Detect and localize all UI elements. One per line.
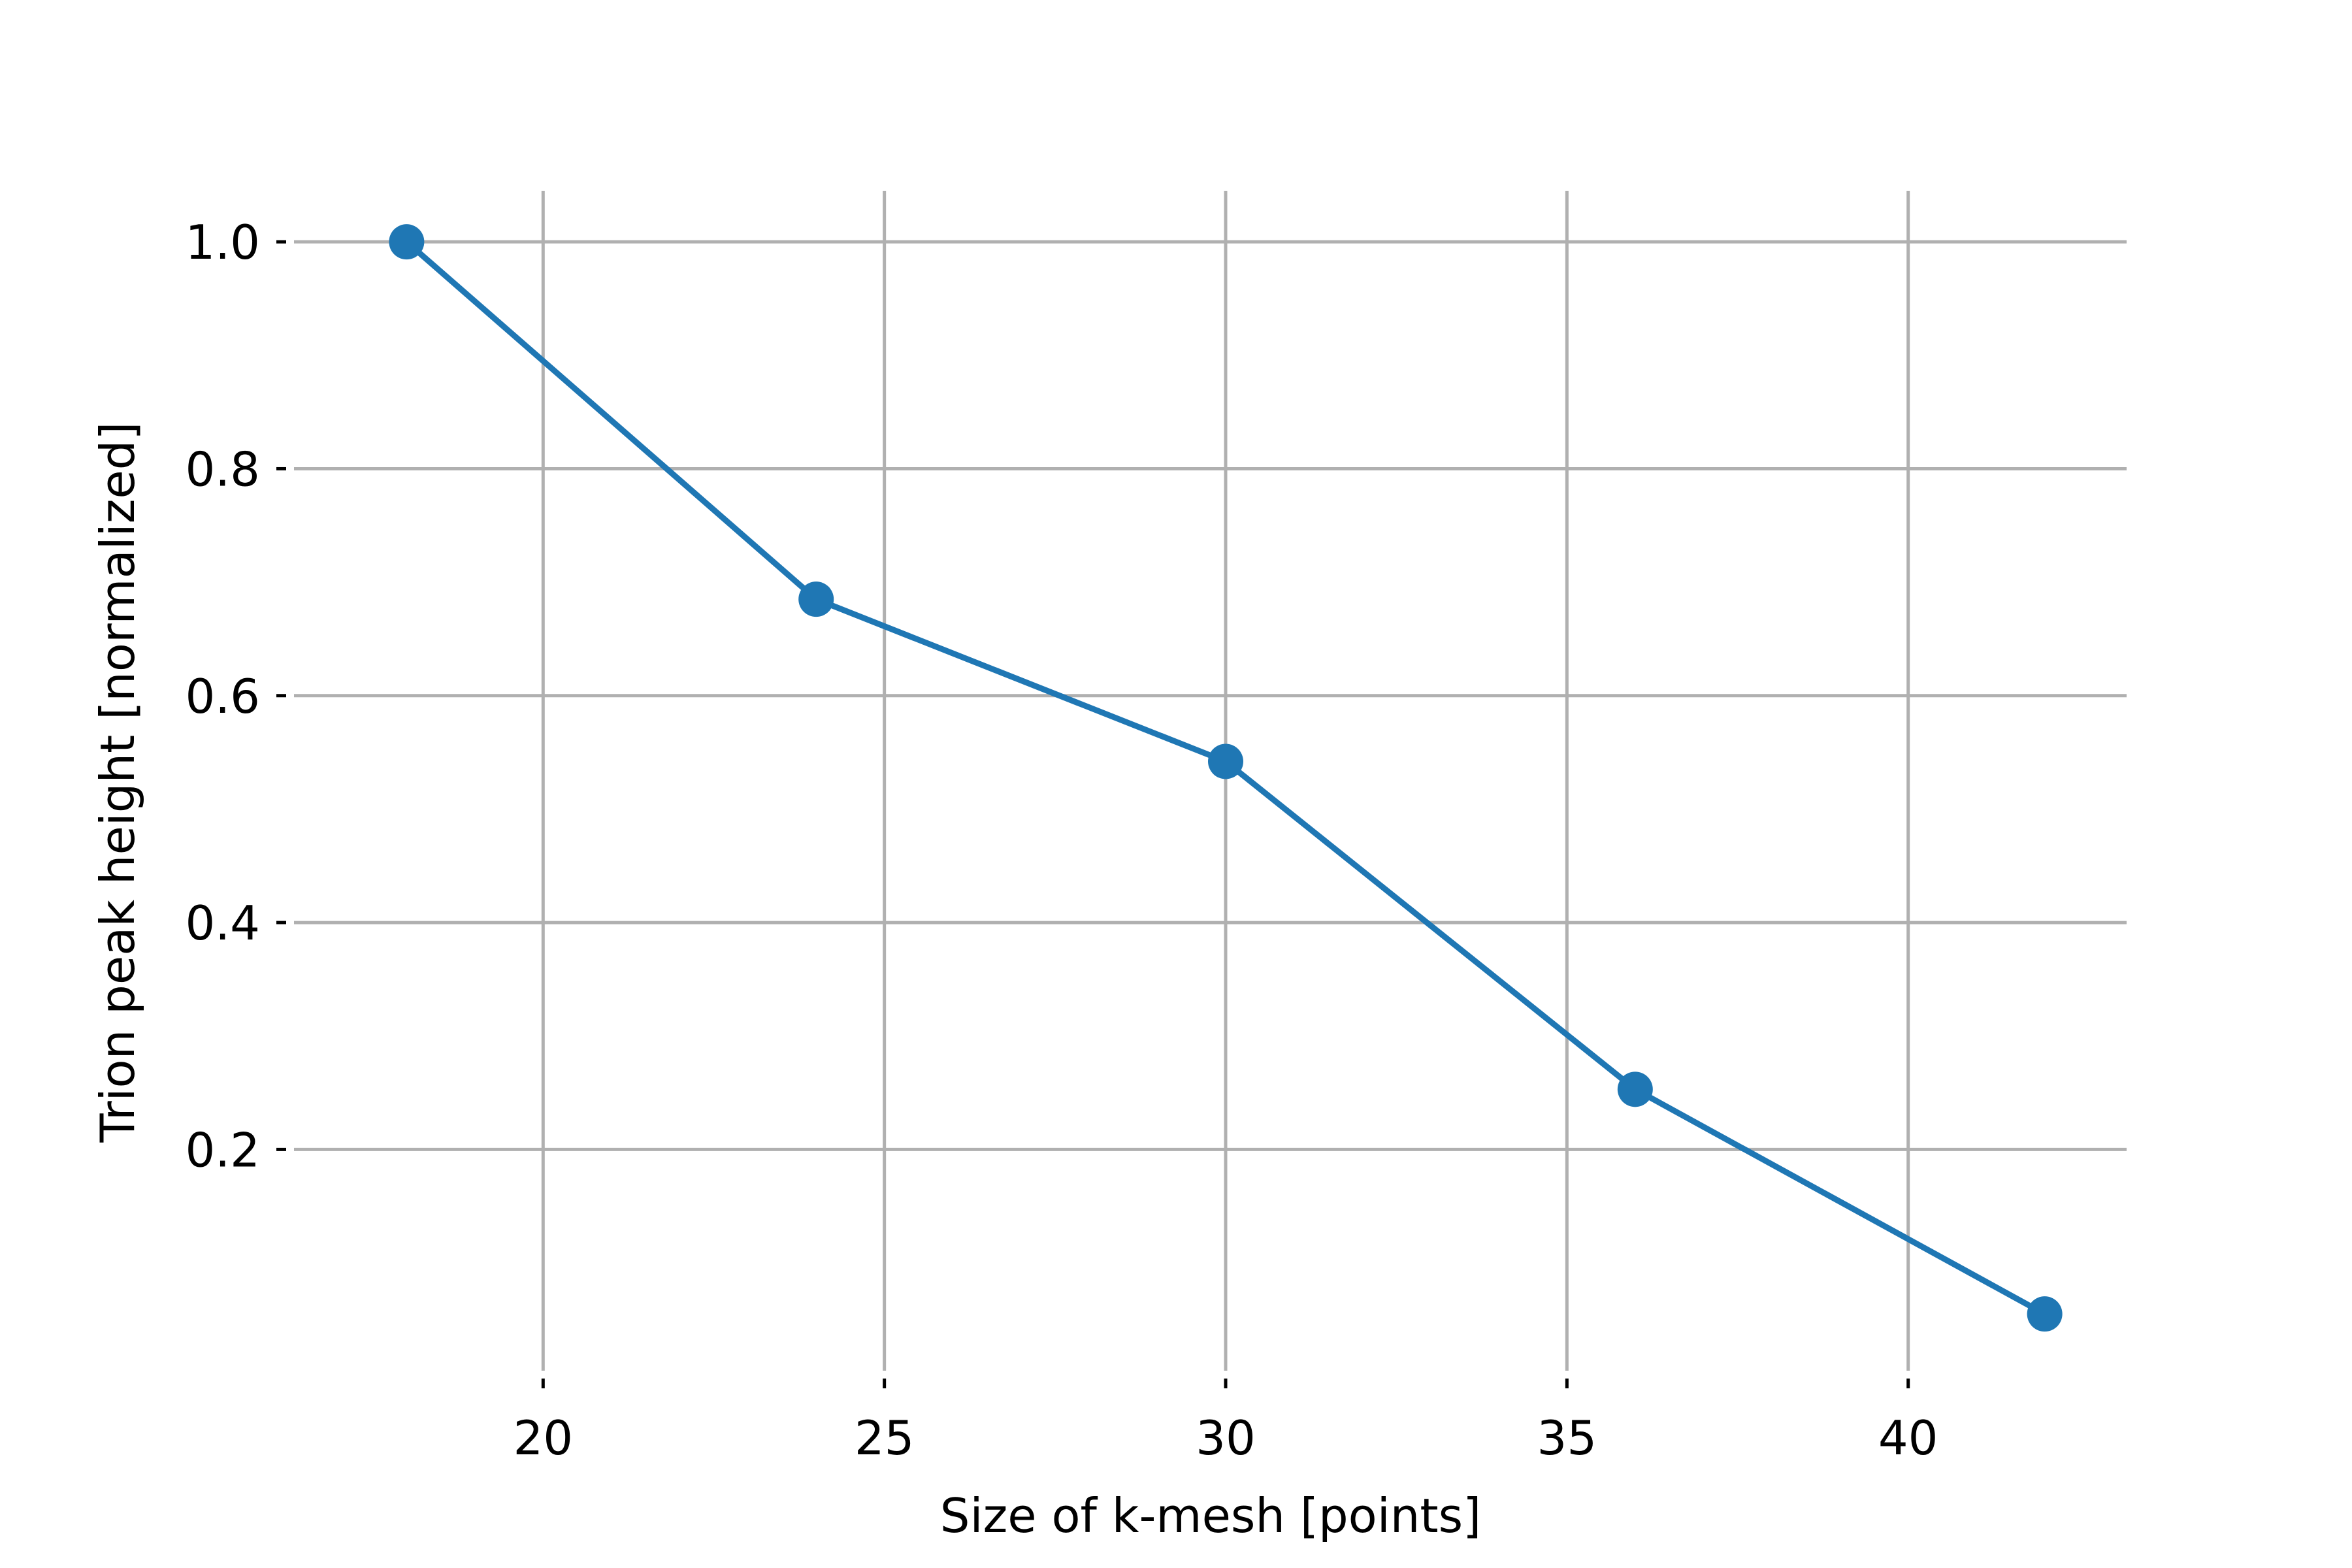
data-point xyxy=(1617,1071,1653,1107)
tick-labels: 20 25 30 35 40 0.2 0.4 0.6 0.8 1.0 xyxy=(185,215,1938,1465)
data-point xyxy=(389,224,425,260)
x-tick-label: 35 xyxy=(1537,1411,1597,1465)
x-tick-label: 25 xyxy=(855,1411,915,1465)
y-tick-label: 0.4 xyxy=(185,896,260,951)
axis-ticks xyxy=(276,240,1910,1388)
data-point xyxy=(2027,1296,2063,1332)
x-tick-label: 30 xyxy=(1196,1411,1256,1465)
y-tick-label: 0.8 xyxy=(185,442,260,497)
grid-lines xyxy=(294,191,2127,1371)
y-tick-label: 0.6 xyxy=(185,669,260,724)
x-axis-label: Size of k-mesh [points] xyxy=(940,1488,1481,1543)
data-point xyxy=(1208,743,1244,779)
data-point-markers xyxy=(389,224,2063,1332)
data-point xyxy=(798,581,834,617)
x-tick-label: 20 xyxy=(514,1411,574,1465)
y-tick-label: 1.0 xyxy=(185,215,260,270)
x-tick-label: 40 xyxy=(1878,1411,1938,1465)
y-axis-label: Trion peak height [normalized] xyxy=(90,422,145,1143)
y-tick-label: 0.2 xyxy=(185,1122,260,1177)
